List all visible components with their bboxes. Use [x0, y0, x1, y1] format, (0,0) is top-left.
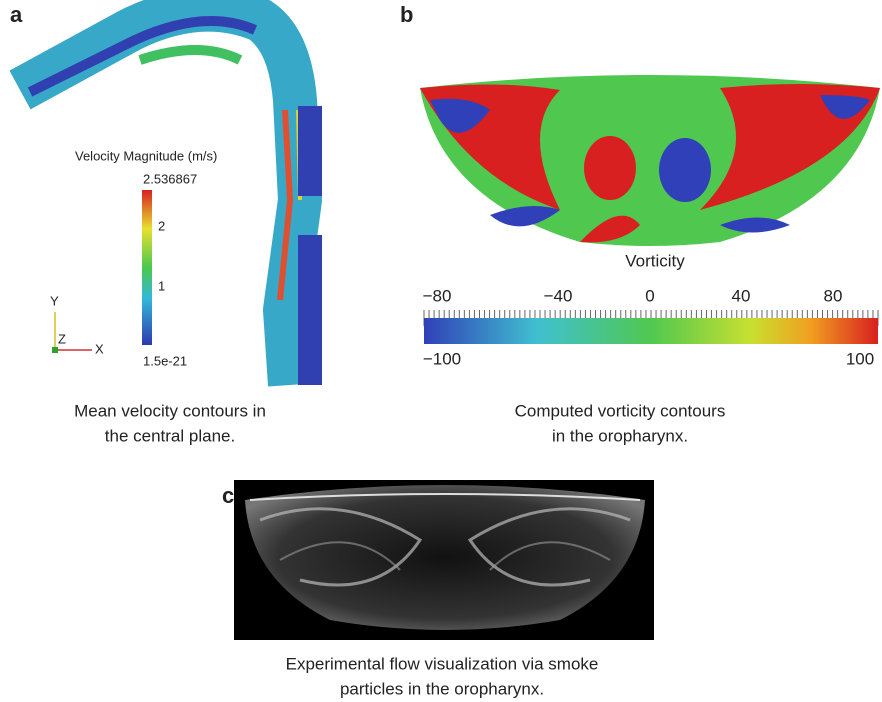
caption: Mean velocity contours in: [74, 401, 266, 420]
colorbar-tick: 80: [824, 286, 843, 305]
colorbar-tick: 40: [732, 286, 751, 305]
colorbar-max: 2.536867: [143, 171, 197, 186]
figure: a Velocity Magnitude (m/s) 2.536867 2 1 …: [0, 0, 882, 702]
axis-label: X: [95, 341, 104, 356]
caption: Experimental flow visualization via smok…: [286, 654, 599, 673]
panel-label: a: [10, 2, 23, 27]
colorbar-min: −100: [423, 349, 461, 368]
caption: Computed vorticity contours: [515, 401, 726, 420]
axis-label: Y: [50, 293, 59, 308]
colorbar-tick: 0: [645, 286, 654, 305]
colorbar-title: Velocity Magnitude (m/s): [75, 148, 217, 163]
colorbar: [142, 190, 152, 345]
caption: the central plane.: [105, 426, 235, 445]
panel-label: b: [400, 2, 413, 27]
vorticity-contour-image: [420, 75, 880, 246]
panel-label: c: [222, 483, 234, 508]
colorbar-tick: −80: [423, 286, 452, 305]
colorbar-title: Vorticity: [625, 251, 685, 270]
colorbar-tick: 2: [158, 218, 165, 233]
colorbar-tick: −40: [544, 286, 573, 305]
caption: particles in the oropharynx.: [340, 679, 544, 698]
colorbar: [424, 318, 878, 344]
caption: in the oropharynx.: [552, 426, 688, 445]
colorbar-min: 1.5e-21: [143, 353, 187, 368]
axis-label: Z: [58, 331, 66, 346]
colorbar-tick: 1: [158, 278, 165, 293]
smoke-visualization-image: [234, 480, 654, 640]
velocity-contour-image: [20, 10, 322, 385]
colorbar-max: 100: [846, 349, 874, 368]
